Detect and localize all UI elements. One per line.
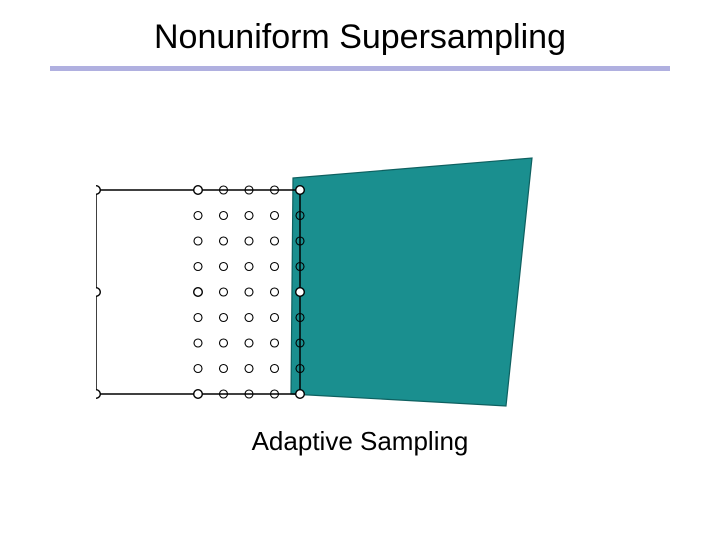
- adaptive-sampling-figure: [96, 148, 564, 408]
- header-rule: [50, 66, 670, 71]
- figure-caption: Adaptive Sampling: [0, 426, 720, 457]
- slide-title: Nonuniform Supersampling: [0, 18, 720, 57]
- figure-svg: [96, 148, 564, 408]
- slide-title-text: Nonuniform Supersampling: [154, 18, 566, 56]
- figure-caption-text: Adaptive Sampling: [252, 426, 469, 456]
